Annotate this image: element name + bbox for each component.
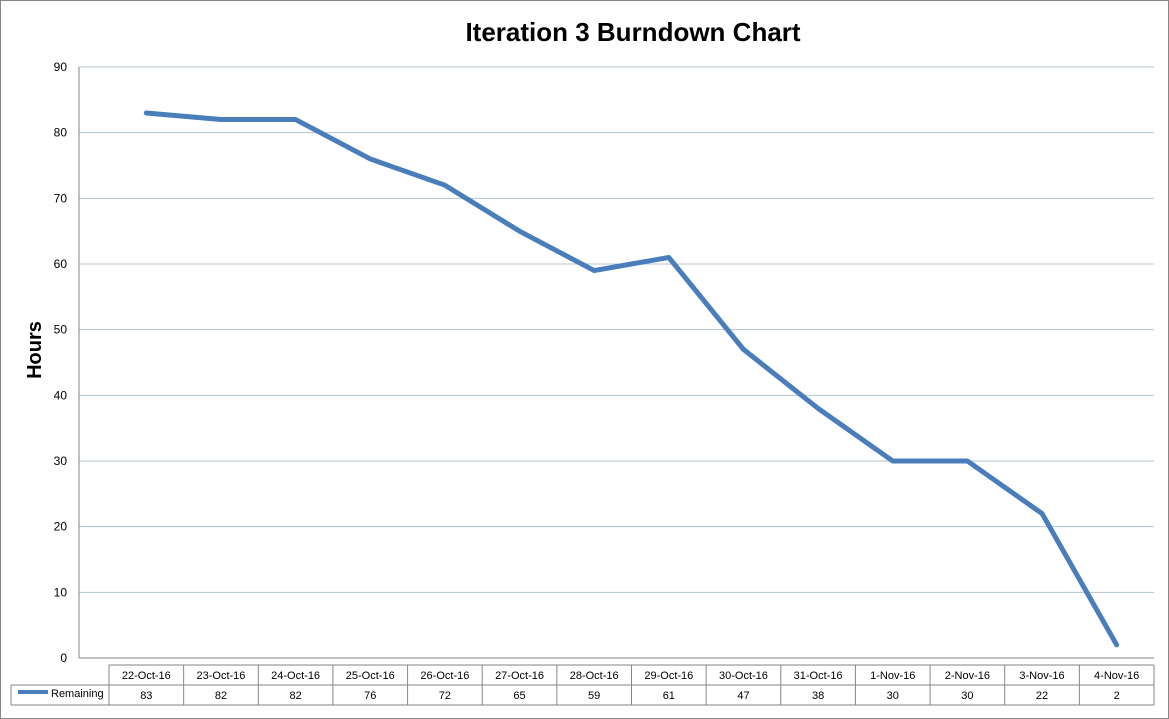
x-category-label: 24-Oct-16 [271,670,320,682]
series-line [143,110,1120,648]
data-value-label: 30 [961,690,973,702]
x-category-label: 31-Oct-16 [794,670,843,682]
x-category-label: 30-Oct-16 [719,670,768,682]
y-tick-label: 60 [54,257,68,271]
x-category-label: 23-Oct-16 [197,670,246,682]
chart-title: Iteration 3 Burndown Chart [465,17,800,47]
x-category-label: 26-Oct-16 [420,670,469,682]
data-value-label: 76 [364,690,376,702]
data-value-label: 22 [1036,690,1048,702]
x-category-label: 3-Nov-16 [1019,670,1064,682]
y-axis-ticks: 0 10 20 30 40 50 60 70 80 90 [54,60,68,665]
x-category-label: 29-Oct-16 [644,670,693,682]
y-tick-label: 40 [54,388,68,402]
x-category-label: 1-Nov-16 [870,670,915,682]
data-value-label: 59 [588,690,600,702]
data-value-label: 38 [812,690,824,702]
y-axis-label: Hours [24,321,46,379]
x-category-label: 22-Oct-16 [122,670,171,682]
series-lines [143,110,1120,648]
y-tick-label: 70 [54,191,68,205]
data-value-label: 82 [215,690,227,702]
y-tick-label: 80 [54,126,68,140]
data-value-label: 72 [439,690,451,702]
x-category-label: 28-Oct-16 [570,670,619,682]
y-tick-label: 10 [54,585,68,599]
data-value-label: 83 [140,690,152,702]
data-value-label: 61 [663,690,675,702]
y-tick-label: 0 [60,651,67,665]
x-category-label: 25-Oct-16 [346,670,395,682]
data-value-label: 30 [887,690,899,702]
data-value-label: 82 [289,690,301,702]
series-name: Remaining [51,688,104,700]
x-category-label: 2-Nov-16 [945,670,990,682]
data-value-label: 2 [1114,690,1120,702]
x-category-label: 4-Nov-16 [1094,670,1139,682]
data-value-label: 47 [737,690,749,702]
y-tick-label: 50 [54,323,68,337]
data-value-label: 65 [513,690,525,702]
y-tick-label: 90 [54,60,68,74]
gridlines [78,66,1154,659]
data-table: 22-Oct-16 23-Oct-16 24-Oct-16 25-Oct-16 26-O… [10,664,1155,706]
x-category-label: 27-Oct-16 [495,670,544,682]
y-tick-label: 30 [54,454,68,468]
y-tick-label: 20 [54,520,68,534]
